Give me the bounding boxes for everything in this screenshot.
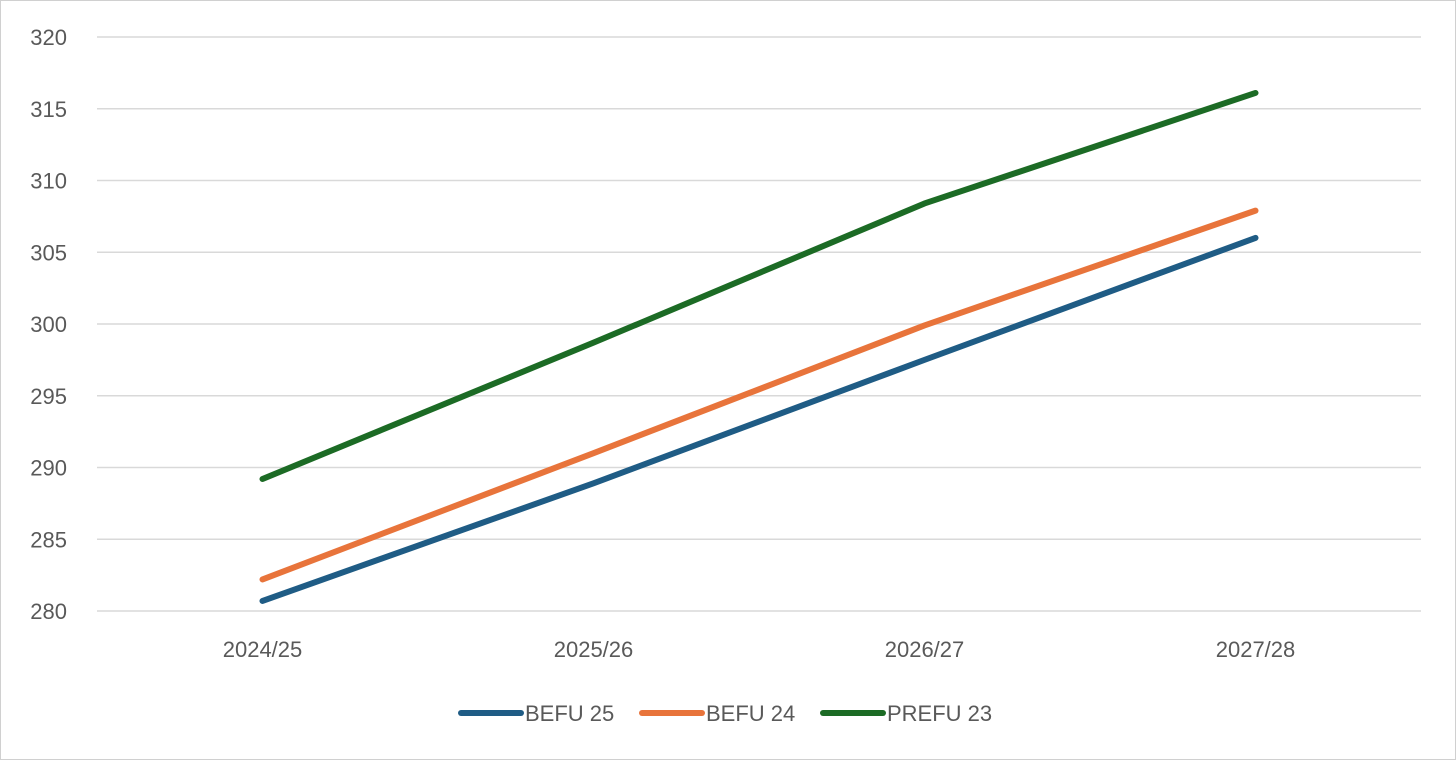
series-lines	[259, 89, 1259, 604]
y-tick-label: 300	[30, 312, 67, 337]
y-axis-tick-labels: 280 285 290 295 300 305 310 315 320	[30, 25, 67, 624]
y-tick-label: 280	[30, 599, 67, 624]
y-tick-label: 285	[30, 527, 67, 552]
legend-label-befu-25: BEFU 25	[525, 701, 614, 726]
x-tick-label: 2025/26	[554, 637, 634, 662]
series-line-befu-25	[259, 234, 1259, 604]
x-tick-label: 2026/27	[885, 637, 965, 662]
series-line-befu-24	[259, 207, 1259, 583]
y-tick-label: 310	[30, 169, 67, 194]
x-tick-label: 2024/25	[223, 637, 303, 662]
legend: BEFU 25 BEFU 24 PREFU 23	[458, 701, 992, 726]
y-tick-label: 295	[30, 384, 67, 409]
series-line-prefu-23	[259, 89, 1259, 482]
gridlines	[97, 36, 1421, 612]
legend-label-prefu-23: PREFU 23	[887, 701, 992, 726]
y-tick-label: 320	[30, 25, 67, 50]
x-axis-tick-labels: 2024/25 2025/26 2026/27 2027/28	[223, 637, 1296, 662]
x-tick-label: 2027/28	[1216, 637, 1296, 662]
y-tick-label: 315	[30, 97, 67, 122]
y-tick-label: 290	[30, 456, 67, 481]
y-tick-label: 305	[30, 240, 67, 265]
legend-label-befu-24: BEFU 24	[706, 701, 795, 726]
